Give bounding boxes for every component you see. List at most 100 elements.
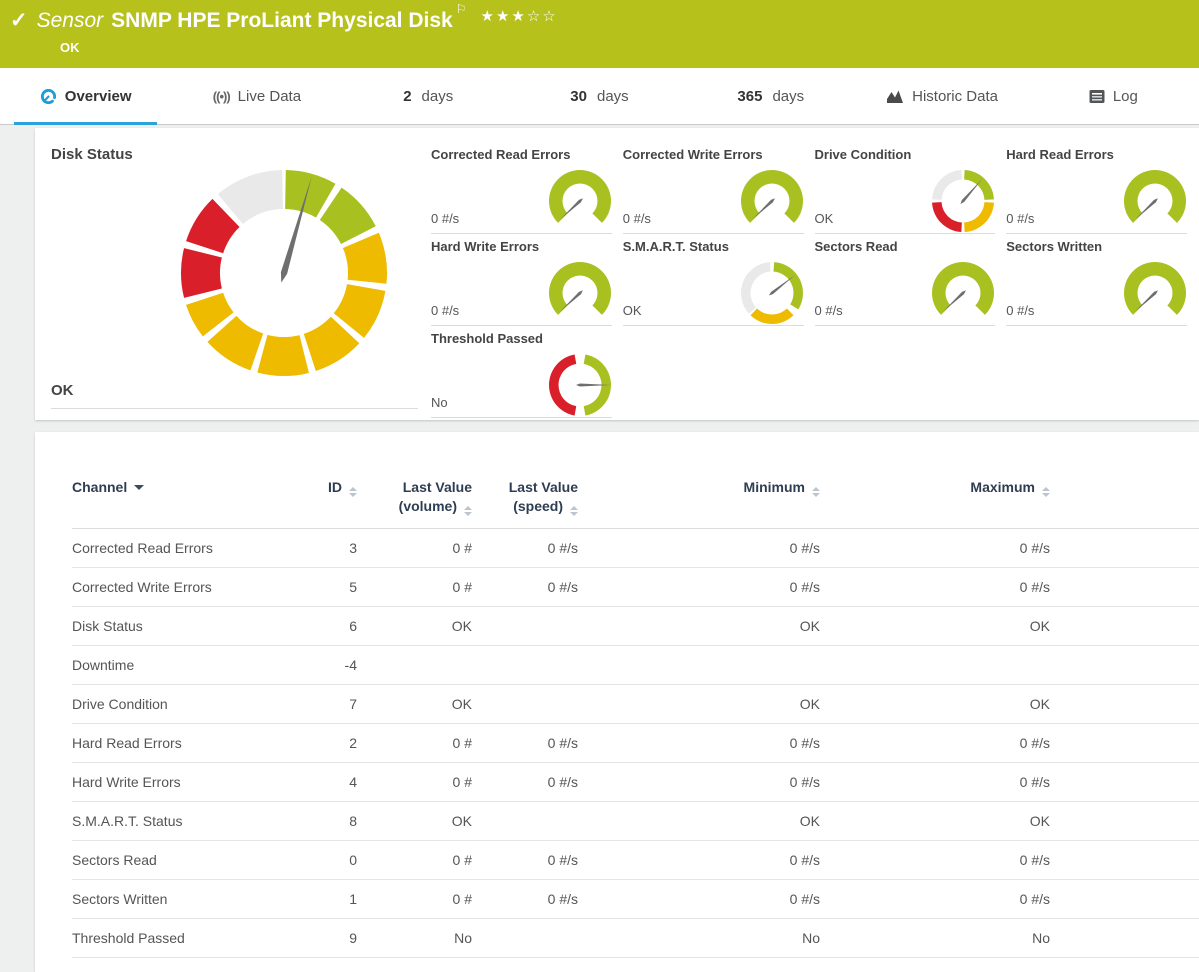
value-cell: 0 #/s: [820, 840, 1050, 880]
value-cell: [820, 645, 1050, 685]
value-cell: OK: [357, 684, 472, 724]
gauge-card-sectors-written: Sectors Written 0 #/s: [1006, 238, 1187, 326]
historic-data-icon: [886, 89, 904, 104]
value-cell: 0 #/s: [578, 762, 820, 802]
flag-icon[interactable]: ⚐: [455, 2, 467, 16]
value-cell: 0 #/s: [578, 567, 820, 607]
check-icon: ✓: [10, 9, 28, 32]
gauge-dial: [1124, 261, 1186, 315]
table-row: Sectors Read 0 0 #0 #/s 0 #/s 0 #/s: [72, 840, 1199, 880]
gauge-dial: [548, 261, 611, 315]
channel-name-cell: Sectors Written: [72, 879, 312, 919]
gauge-dial: [932, 261, 995, 315]
table-row: Corrected Write Errors 5 0 #0 #/s 0 #/s 0 #/…: [72, 567, 1199, 607]
value-cell: 9: [312, 918, 357, 958]
gauge-label: Sectors Read: [814, 239, 898, 254]
column-header-label: Maximum: [970, 479, 1035, 495]
value-cell: 1: [312, 879, 357, 919]
value-cell: OK: [820, 684, 1050, 724]
gauge-card-s-m-a-r-t-status: S.M.A.R.T. Status OK: [622, 238, 804, 326]
value-cell: 6: [312, 606, 357, 646]
column-header-maximum[interactable]: Maximum: [820, 478, 1050, 529]
gauge-value: 0 #/s: [431, 211, 460, 226]
column-header-id[interactable]: ID: [312, 478, 357, 529]
channel-name-cell: Hard Write Errors: [72, 762, 312, 802]
column-header-label: Last Value: [402, 479, 472, 495]
sensor-status-header: ✓ Sensor SNMP HPE ProLiant Physical Disk…: [0, 0, 1199, 68]
value-cell: 5: [312, 567, 357, 607]
column-header-label: Minimum: [743, 479, 805, 495]
tab-historic-data[interactable]: Historic Data: [856, 68, 1027, 124]
value-cell: 0: [312, 840, 357, 880]
gauge-card-hard-read-errors: Hard Read Errors 0 #/s: [1006, 146, 1187, 234]
value-cell: 0 #/s: [820, 762, 1050, 802]
column-header-last-value-volume[interactable]: Last Value (volume): [357, 478, 472, 529]
value-cell: 2: [312, 723, 357, 763]
star-icon[interactable]: ★: [480, 8, 496, 25]
value-cell: 0 #/s: [472, 528, 578, 568]
tab-prefix: 365: [737, 87, 763, 105]
tab-live-data[interactable]: ((•)) Live Data: [171, 68, 342, 124]
column-header-label: ID: [328, 479, 342, 495]
column-header-label: Last Value: [508, 479, 578, 495]
value-cell: OK: [578, 684, 820, 724]
column-header-label: (speed): [513, 498, 563, 514]
sensor-status-text: OK: [60, 40, 80, 55]
value-cell: 0 #: [357, 840, 472, 880]
channel-name-cell: Hard Read Errors: [72, 723, 312, 763]
gauge-card-drive-condition: Drive Condition OK: [814, 146, 996, 234]
tab-label: days: [596, 87, 629, 105]
tab-label: Live Data: [237, 87, 302, 105]
star-rating[interactable]: ★★★☆☆: [480, 6, 557, 28]
value-cell: 0 #/s: [472, 762, 578, 802]
tab-label: Log: [1112, 87, 1138, 105]
value-cell: 0 #: [357, 528, 472, 568]
tab-log[interactable]: Log: [1028, 68, 1199, 124]
tab-overview[interactable]: Overview: [0, 68, 171, 125]
star-icon[interactable]: ☆: [542, 8, 558, 25]
column-header-minimum[interactable]: Minimum: [578, 478, 820, 529]
star-icon[interactable]: ★: [495, 8, 512, 25]
tab-2-days[interactable]: 2 days: [343, 68, 514, 124]
value-cell: 7: [312, 684, 357, 724]
live-data-icon: ((•)): [212, 88, 231, 104]
table-row: S.M.A.R.T. Status 8 OK OK OK: [72, 801, 1199, 841]
log-icon: [1089, 89, 1105, 104]
gauge-label: Drive Condition: [814, 147, 912, 162]
column-header-channel[interactable]: Channel: [72, 478, 312, 529]
channel-name-cell: Corrected Read Errors: [72, 528, 312, 568]
gauge-dial: [548, 354, 611, 416]
value-cell: 8: [312, 801, 357, 841]
disk-status-gauge-value: OK: [51, 382, 74, 399]
value-cell: 0 #/s: [578, 840, 820, 880]
tab-365-days[interactable]: 365 days: [685, 68, 856, 124]
star-icon[interactable]: ☆: [526, 8, 543, 25]
gauge-value: 0 #/s: [814, 303, 843, 318]
tab-label: Historic Data: [912, 87, 998, 105]
table-row: Downtime -4: [72, 645, 1199, 685]
sort-icon: [349, 487, 357, 497]
tab-prefix: 2: [403, 87, 412, 105]
table-row: Sectors Written 1 0 #0 #/s 0 #/s 0 #/s: [72, 879, 1199, 919]
value-cell: [472, 918, 578, 958]
value-cell: 0 #/s: [578, 723, 820, 763]
table-row: Hard Read Errors 2 0 #0 #/s 0 #/s 0 #/s: [72, 723, 1199, 763]
gauge-icon: [40, 88, 57, 105]
channel-name-cell: Sectors Read: [72, 840, 312, 880]
star-icon[interactable]: ★: [511, 8, 527, 25]
column-header-label: (volume): [398, 498, 457, 514]
column-header-last-value-speed[interactable]: Last Value (speed): [472, 478, 578, 529]
tab-30-days[interactable]: 30 days: [514, 68, 685, 124]
gauge-label: Hard Write Errors: [431, 239, 540, 254]
sort-icon: [570, 506, 578, 516]
gauge-card-corrected-write-errors: Corrected Write Errors 0 #/s: [622, 146, 804, 234]
sort-icon: [812, 487, 820, 497]
value-cell: OK: [820, 606, 1050, 646]
table-row: Drive Condition 7 OK OK OK: [72, 684, 1199, 724]
channel-name-cell: Threshold Passed: [72, 918, 312, 958]
channel-gauge-grid: Corrected Read Errors 0 #/s Corrected Writ…: [431, 146, 1187, 418]
gauge-card-hard-write-errors: Hard Write Errors 0 #/s: [431, 238, 612, 326]
channel-name-cell: Drive Condition: [72, 684, 312, 724]
disk-status-gauge-label: Disk Status: [51, 146, 133, 163]
content-area: Disk Status OK Corrected Read Errors 0 #/…: [0, 125, 1199, 972]
